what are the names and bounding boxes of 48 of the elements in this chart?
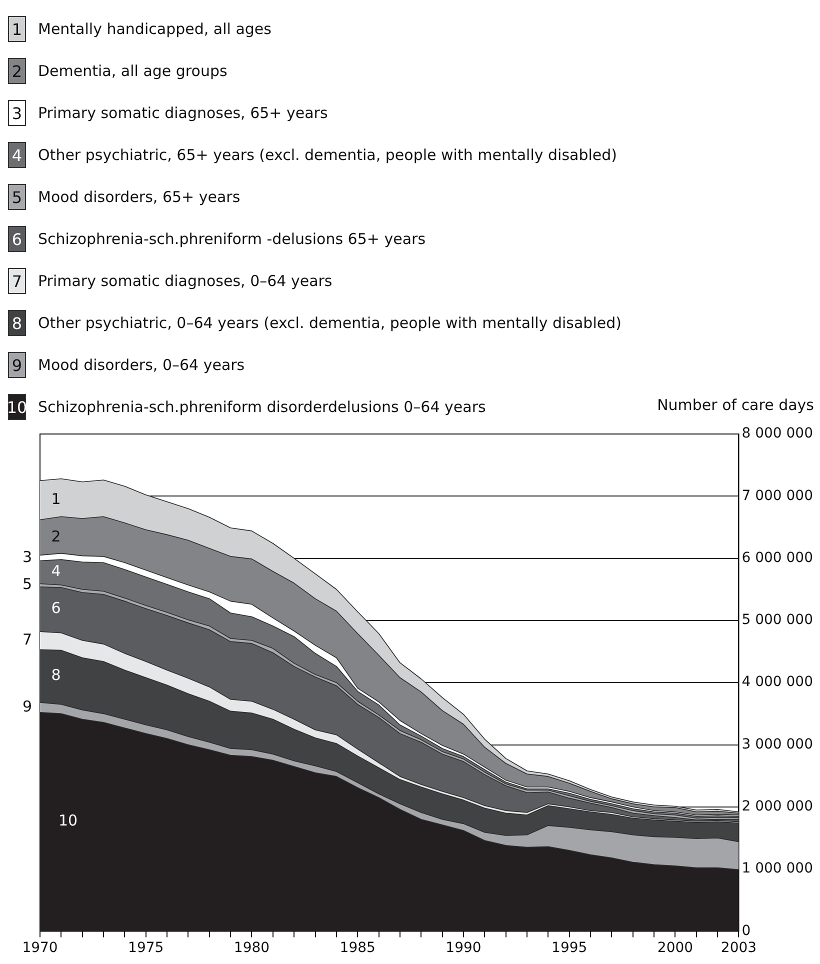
y-tick-label: 2 000 000 xyxy=(742,798,814,815)
x-tick-label: 2000 xyxy=(657,940,694,956)
legend-label: Schizophrenia-sch.phreniform -delusions 65+ years xyxy=(38,230,426,248)
y-tick-label: 8 000 000 xyxy=(742,426,814,442)
x-tick-label: 1975 xyxy=(128,940,164,956)
annotation: 2 xyxy=(51,527,61,546)
y-tick-label: 7 000 000 xyxy=(742,488,814,504)
text: 6 xyxy=(12,230,22,248)
x-tick-label: 1995 xyxy=(552,940,588,956)
text: 4 xyxy=(12,146,22,164)
y-tick-label: 4 000 000 xyxy=(742,674,814,690)
annotation: 6 xyxy=(51,599,61,618)
legend-label: Mood disorders, 65+ years xyxy=(38,188,240,206)
annotation: 10 xyxy=(58,812,78,830)
x-tick-label: 1990 xyxy=(446,940,482,956)
legend-label: Mood disorders, 0–64 years xyxy=(38,356,245,374)
legend-label: Mentally handicapped, all ages xyxy=(38,20,272,38)
legend-label: Other psychiatric, 65+ years (excl. dementia, people with mentally disabled) xyxy=(38,146,618,164)
text: 3 xyxy=(22,548,32,566)
text: 8 xyxy=(12,314,22,332)
y-tick-label: 1 000 000 xyxy=(742,860,814,877)
text: 3 xyxy=(12,104,22,122)
text: 5 xyxy=(22,575,32,594)
text: 9 xyxy=(22,697,32,716)
x-tick-label: 1970 xyxy=(22,940,58,956)
annotation: 8 xyxy=(51,666,61,684)
text: 9 xyxy=(12,356,22,374)
legend-label: Schizophrenia-sch.phreniform disorderdelusions 0–64 years xyxy=(38,398,486,416)
x-tick-label: 2003 xyxy=(720,940,757,956)
text: 5 xyxy=(12,188,22,206)
y-axis-title: Number of care days xyxy=(657,396,814,414)
y-tick-label: 5 000 000 xyxy=(742,612,814,628)
x-tick-label: 1980 xyxy=(234,940,270,956)
y-tick-label: 0 xyxy=(742,922,751,939)
text: 7 xyxy=(12,272,22,290)
y-tick-label: 3 000 000 xyxy=(742,736,814,752)
annotation: 1 xyxy=(51,490,61,508)
x-tick-label: 1985 xyxy=(340,940,376,956)
text: 2 xyxy=(12,62,22,80)
text: 7 xyxy=(22,630,32,649)
legend-label: Other psychiatric, 0–64 years (excl. dementia, people with mentally disabled) xyxy=(38,314,622,332)
y-tick-label: 6 000 000 xyxy=(742,550,814,566)
legend-label: Primary somatic diagnoses, 0–64 years xyxy=(38,272,332,290)
annotation: 4 xyxy=(51,562,61,580)
text: 10 xyxy=(6,398,28,416)
legend-label: Primary somatic diagnoses, 65+ years xyxy=(38,104,328,122)
text: 1 xyxy=(12,20,22,38)
legend-label: Dementia, all age groups xyxy=(38,62,228,80)
